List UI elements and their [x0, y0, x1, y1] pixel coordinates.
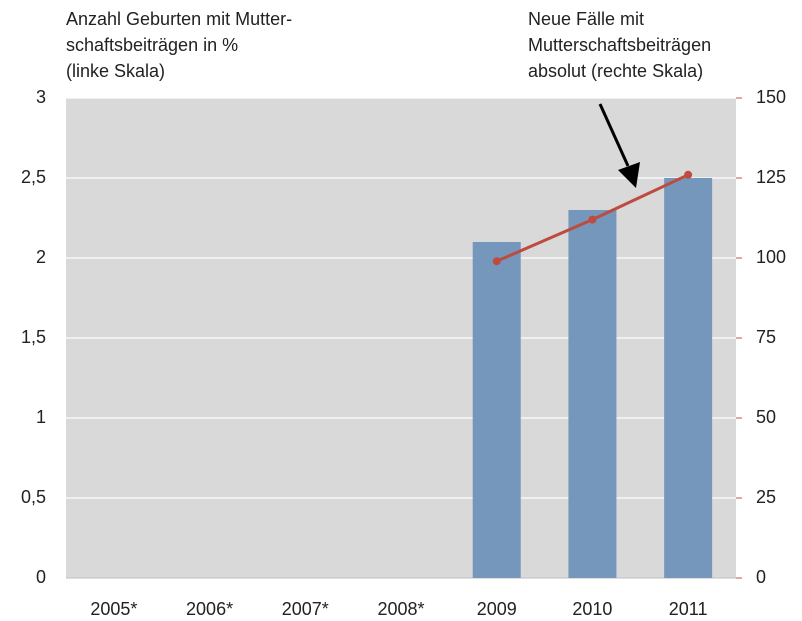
y2-tick-label: 100: [756, 247, 786, 267]
bar: [568, 210, 617, 578]
y2-tick-label: 25: [756, 487, 776, 507]
arrow-shaft: [598, 103, 630, 167]
line-point: [588, 215, 597, 224]
bar: [472, 242, 521, 578]
annotation: (linke Skala): [66, 61, 165, 81]
labels: 0 0,5 1 1,5 2 2,5 3 0 25 50 75 100 125 150 2005* 2006* 2…: [21, 9, 786, 619]
y2-tick-label: 150: [756, 87, 786, 107]
annotation: schaftsbeiträgen in %: [66, 35, 238, 55]
annotation: absolut (rechte Skala): [528, 61, 703, 81]
y-tick-label: 3: [36, 87, 46, 107]
y-tick-label: 0: [36, 567, 46, 587]
x-tick-label: 2008*: [377, 599, 424, 619]
y2-tick-label: 50: [756, 407, 776, 427]
marks: [472, 170, 713, 578]
x-tick-label: 2007*: [282, 599, 329, 619]
x-tick-label: 2011: [669, 599, 708, 619]
annotation: Anzahl Geburten mit Mutter-: [66, 9, 292, 29]
y-tick-label: 1: [36, 407, 46, 427]
y2-tick-label: 75: [756, 327, 776, 347]
x-tick-label: 2010: [572, 599, 612, 619]
x-tick-label: 2005*: [90, 599, 137, 619]
line-point: [492, 257, 501, 266]
y2-tick-label: 125: [756, 167, 786, 187]
y-tick-label: 2: [36, 247, 46, 267]
y-tick-label: 1,5: [21, 327, 46, 347]
annotation: Neue Fälle mit: [528, 9, 644, 29]
line-point: [684, 170, 693, 179]
bar: [664, 178, 713, 578]
arrow-head: [618, 162, 640, 188]
x-tick-label: 2006*: [186, 599, 233, 619]
annotation: Mutterschaftsbeiträgen: [528, 35, 711, 55]
y2-tick-label: 0: [756, 567, 766, 587]
x-tick-label: 2009: [477, 599, 517, 619]
y-tick-label: 2,5: [21, 167, 46, 187]
grid: [66, 97, 742, 579]
y-tick-label: 0,5: [21, 487, 46, 507]
